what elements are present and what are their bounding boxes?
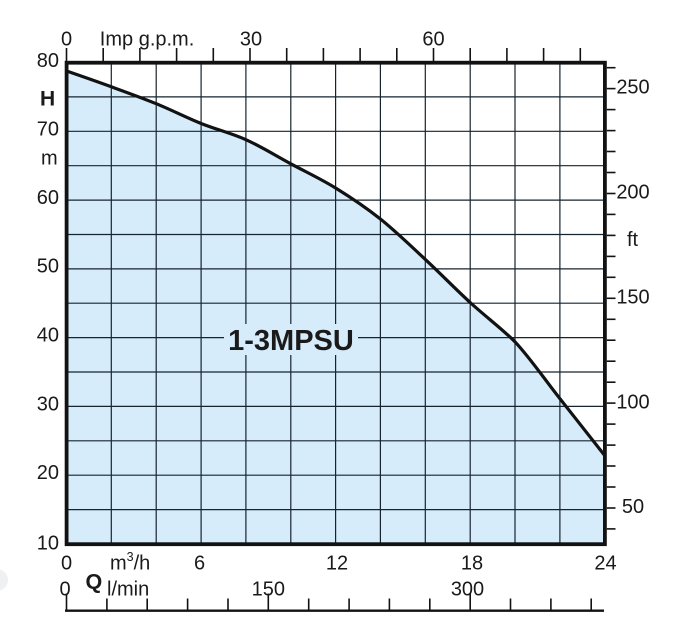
svg-text:200: 200	[616, 182, 649, 204]
svg-text:1-3MPSU: 1-3MPSU	[228, 325, 354, 357]
svg-text:m3/h: m3/h	[110, 550, 150, 575]
svg-text:300: 300	[451, 579, 484, 601]
svg-text:20: 20	[37, 462, 59, 484]
svg-text:30: 30	[37, 394, 59, 416]
svg-text:100: 100	[616, 392, 649, 414]
svg-text:Imp g.p.m.: Imp g.p.m.	[100, 29, 194, 51]
svg-text:150: 150	[616, 287, 649, 309]
svg-text:70: 70	[37, 119, 59, 141]
svg-text:Q: Q	[86, 570, 103, 594]
svg-text:l/min: l/min	[107, 579, 149, 601]
svg-text:60: 60	[37, 187, 59, 209]
svg-text:24: 24	[594, 553, 616, 575]
svg-text:30: 30	[240, 29, 262, 51]
svg-text:40: 40	[37, 325, 59, 347]
svg-text:250: 250	[616, 77, 649, 99]
svg-text:6: 6	[194, 553, 205, 575]
svg-text:18: 18	[461, 553, 483, 575]
svg-text:60: 60	[422, 29, 444, 51]
svg-text:80: 80	[37, 50, 59, 72]
svg-text:10: 10	[37, 533, 59, 555]
svg-text:0: 0	[61, 29, 72, 51]
svg-text:H: H	[40, 88, 55, 111]
svg-text:0: 0	[61, 553, 72, 575]
svg-text:0: 0	[59, 579, 70, 601]
svg-text:m: m	[41, 148, 58, 170]
svg-text:150: 150	[252, 579, 285, 601]
svg-text:50: 50	[622, 496, 644, 518]
svg-text:12: 12	[326, 553, 348, 575]
svg-text:50: 50	[37, 256, 59, 278]
svg-text:ft: ft	[627, 229, 639, 251]
